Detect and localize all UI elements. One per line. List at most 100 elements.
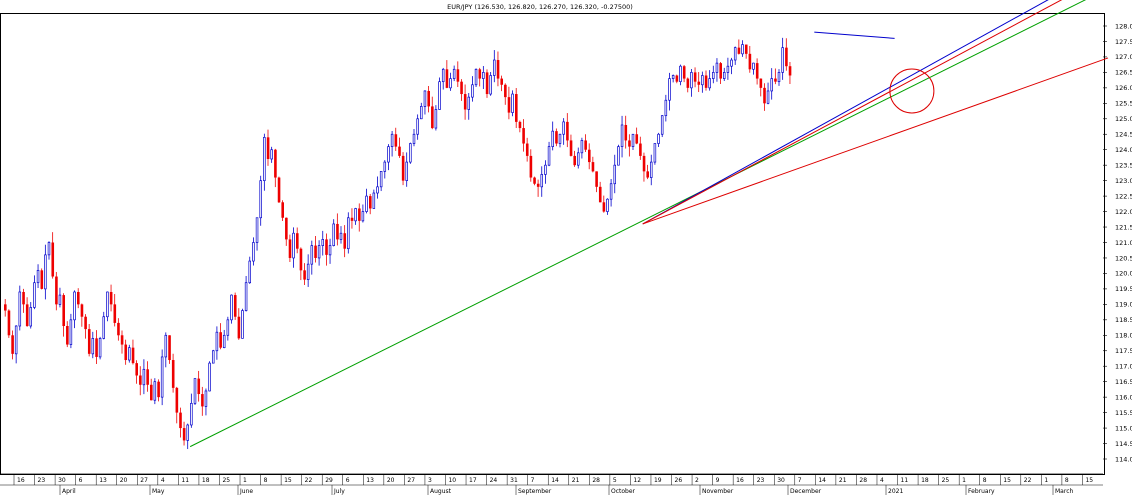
- candle: [693, 67, 697, 88]
- x-tick-label: 24: [490, 477, 498, 484]
- candle: [558, 133, 562, 148]
- candle: [551, 121, 554, 151]
- candle: [193, 378, 197, 406]
- candle: [175, 386, 179, 424]
- candle: [36, 264, 40, 288]
- candle: [47, 241, 51, 260]
- x-tick-label: 13: [99, 477, 107, 484]
- candle: [106, 291, 109, 322]
- candle: [441, 67, 445, 90]
- annotations-layer: [889, 68, 935, 114]
- x-tick-label: 27: [140, 477, 148, 484]
- candle: [347, 212, 350, 254]
- candle: [682, 64, 686, 83]
- y-tick-label: 124.5: [1115, 131, 1132, 139]
- candle: [343, 225, 347, 258]
- candle: [354, 207, 357, 225]
- x-tick-label: 31: [510, 477, 518, 484]
- candle: [255, 217, 259, 251]
- candle: [660, 115, 664, 138]
- candle: [708, 70, 711, 91]
- candle: [109, 284, 113, 312]
- candle: [774, 68, 777, 85]
- candle: [420, 102, 423, 120]
- x-tick-label: 1: [1044, 477, 1048, 484]
- candle: [390, 130, 394, 157]
- candle: [40, 268, 44, 290]
- candle: [737, 39, 741, 55]
- candle: [733, 46, 737, 65]
- candle: [182, 421, 186, 446]
- x-month-label: July: [333, 488, 345, 495]
- candle: [744, 44, 748, 59]
- candle: [95, 330, 98, 365]
- candle: [325, 233, 328, 266]
- candle: [525, 137, 529, 162]
- candle: [449, 72, 452, 91]
- y-tick-label: 116.5: [1115, 378, 1132, 386]
- candle: [361, 204, 365, 223]
- x-tick-label: 7: [531, 477, 535, 484]
- y-tick-label: 121.0: [1115, 239, 1132, 247]
- candle: [135, 360, 138, 384]
- chart-title: EUR/JPY (126.530, 126.820, 126.270, 126.…: [447, 3, 633, 11]
- x-tick-label: 21: [839, 477, 847, 484]
- candle: [602, 195, 606, 213]
- candle: [540, 166, 543, 197]
- candle: [190, 393, 193, 428]
- y-tick-label: 126.5: [1115, 69, 1132, 77]
- candle: [766, 82, 770, 105]
- x-tick-label: 7: [798, 477, 802, 484]
- candle: [150, 378, 153, 401]
- candle: [328, 238, 332, 264]
- y-tick-label: 119.0: [1115, 301, 1132, 309]
- candle: [460, 79, 463, 101]
- candle: [277, 176, 281, 204]
- candle: [759, 78, 763, 97]
- x-tick-label: 8: [1065, 477, 1069, 484]
- x-tick-label: 1: [243, 477, 247, 484]
- candle: [263, 133, 266, 191]
- y-tick-label: 123.0: [1115, 177, 1132, 185]
- candle: [573, 150, 576, 167]
- x-month-label: November: [702, 488, 734, 495]
- x-tick-label: 25: [222, 477, 230, 484]
- candle: [722, 67, 726, 82]
- x-tick-label: 11: [181, 477, 189, 484]
- candle: [69, 313, 73, 349]
- x-tick-label: 22: [305, 477, 313, 484]
- x-month-label: December: [790, 488, 822, 495]
- candle: [748, 45, 752, 73]
- candle: [547, 141, 551, 167]
- y-tick-label: 118.0: [1115, 332, 1132, 340]
- candle: [66, 321, 69, 348]
- candle: [303, 263, 306, 286]
- y-tick-label: 115.0: [1115, 424, 1132, 432]
- x-tick-label: 23: [757, 477, 765, 484]
- candle: [117, 318, 120, 341]
- candle: [518, 120, 522, 133]
- x-tick-label: 14: [818, 477, 826, 484]
- candle: [80, 303, 84, 327]
- candle: [478, 67, 482, 87]
- candle: [4, 299, 7, 317]
- candle: [292, 227, 295, 268]
- candle: [212, 349, 215, 364]
- y-tick-label: 126.0: [1115, 84, 1132, 92]
- candle: [332, 219, 335, 247]
- candle: [317, 240, 321, 266]
- x-month-label: April: [62, 488, 76, 495]
- x-tick-label: 4: [880, 477, 884, 484]
- x-month-label: June: [239, 488, 253, 495]
- candle: [482, 66, 485, 90]
- x-tick-label: 9: [716, 477, 720, 484]
- x-tick-label: 11: [901, 477, 909, 484]
- candle: [25, 297, 29, 327]
- candle: [314, 236, 317, 263]
- candle: [387, 144, 390, 171]
- candle: [296, 227, 299, 254]
- trendline: [189, 0, 1087, 448]
- candle: [321, 230, 325, 256]
